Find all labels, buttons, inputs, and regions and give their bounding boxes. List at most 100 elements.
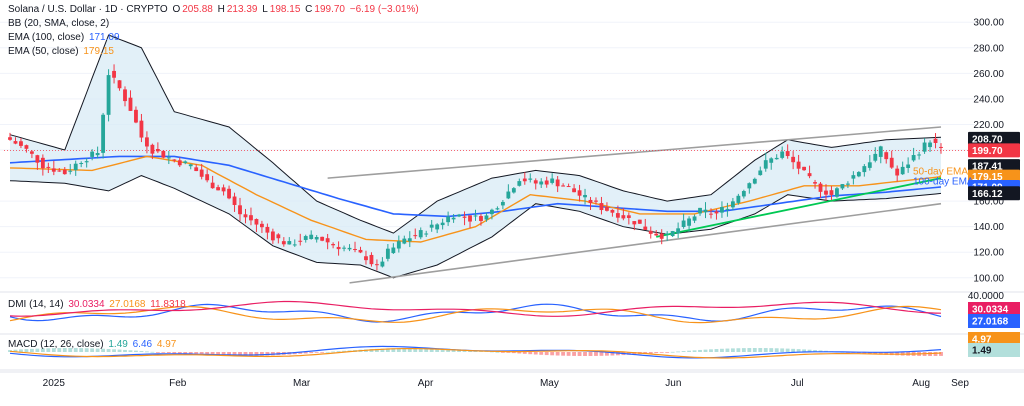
symbol-title[interactable]: Solana / U.S. Dollar · 1D · CRYPTO <box>8 4 168 15</box>
candlesticks <box>8 64 943 271</box>
low-value: 198.15 <box>269 4 301 15</box>
candle-body <box>375 264 379 266</box>
macd-hist-bar <box>194 352 199 355</box>
ema50-line <box>9 155 942 243</box>
candle-body <box>517 181 522 186</box>
macd-hist-bar <box>528 352 533 355</box>
candle-body <box>260 223 264 228</box>
time-tick-label: Jul <box>791 378 804 389</box>
bb-upper-line <box>9 34 942 234</box>
bb-legend[interactable]: BB (20, SMA, close, 2) <box>8 18 111 30</box>
macd-hist-bar <box>254 352 259 356</box>
dmi-label: DMI (14, 14) <box>8 299 64 310</box>
ema50-value: 179.15 <box>83 46 114 57</box>
candle-body <box>298 240 303 242</box>
macd-hist-bar <box>134 350 138 352</box>
candle-body <box>188 164 193 167</box>
ema100-legend[interactable]: EMA (100, close) 171.09 <box>8 32 122 44</box>
dmi-legend[interactable]: DMI (14, 14) 30.0334 27.0168 11.8318 <box>8 299 188 311</box>
candle-body <box>906 164 911 168</box>
time-tick-label: May <box>540 378 559 389</box>
dmi-minus-value: 27.0168 <box>109 299 146 310</box>
candle-body <box>615 213 620 218</box>
candle-body <box>468 215 472 222</box>
macd-hist-bar <box>544 352 549 356</box>
candle-body <box>845 183 850 185</box>
open-value: 205.88 <box>182 4 213 15</box>
macd-hist-bar <box>566 352 571 356</box>
macd-hist-bar <box>402 348 407 352</box>
macd-signal-value: 4.97 <box>156 339 177 350</box>
close-label: C <box>305 4 313 15</box>
candle-body <box>479 216 483 221</box>
sub-tag-box <box>968 332 1020 346</box>
candle-body <box>933 138 938 143</box>
macd-hist-bar <box>177 352 182 354</box>
macd-hist-bar <box>933 352 938 356</box>
macd-hist-bar <box>703 349 708 352</box>
macd-hist-bar <box>807 349 812 352</box>
macd-hist-bar <box>128 350 133 352</box>
candle-body <box>210 182 215 189</box>
candle-body <box>144 137 149 147</box>
candle-body <box>676 228 681 234</box>
candle-body <box>796 161 801 169</box>
candle-body <box>232 196 237 205</box>
candle-body <box>813 182 817 184</box>
macd-hist-bar <box>221 352 226 356</box>
candle-body <box>35 155 40 163</box>
candle-body <box>889 157 894 168</box>
time-tick-label: Feb <box>169 378 187 389</box>
macd-hist-bar <box>57 348 62 352</box>
macd-hist-bar <box>813 350 817 352</box>
candle-body <box>583 194 587 198</box>
candle-body <box>922 142 927 152</box>
candle-body <box>588 199 593 204</box>
macd-hist-bar <box>303 352 308 354</box>
candle-body <box>621 215 626 219</box>
candle-body <box>758 170 763 176</box>
candle-body <box>709 213 713 215</box>
macd-hist-bar <box>867 352 872 354</box>
macd-hist-bar <box>889 352 894 356</box>
macd-hist-bar <box>561 352 566 356</box>
candle-body <box>205 174 210 181</box>
candle-body <box>539 181 544 185</box>
macd-hist-bar <box>210 352 215 356</box>
price-tag-box <box>968 143 1020 158</box>
macd-hist-bar <box>687 350 691 352</box>
candle-body <box>13 141 18 144</box>
macd-hist-bar <box>791 348 796 352</box>
candle-body <box>139 120 144 138</box>
candle-body <box>90 151 95 157</box>
candle-body <box>654 233 659 236</box>
price-tags: 208.70199.70187.41179.15171.09166.1230.0… <box>968 131 1020 357</box>
macd-hist-bar <box>511 352 516 354</box>
candle-body <box>720 207 724 213</box>
candle-body <box>265 226 270 233</box>
sub-tag-box <box>968 314 1020 328</box>
candle-body <box>155 148 160 152</box>
sub-tag-label: 1.49 <box>972 346 992 357</box>
candle-body <box>555 179 560 187</box>
time-axis[interactable]: 2025 Feb Mar Apr May Jun Jul Aug Sep <box>0 371 1024 389</box>
ema50-legend[interactable]: EMA (50, close) 179.15 <box>8 46 116 58</box>
candle-body <box>402 238 407 244</box>
candle-body <box>243 214 248 218</box>
candle-body <box>221 187 226 192</box>
macd-legend[interactable]: MACD (12, 26, close) 1.49 6.46 4.97 <box>8 339 178 351</box>
candle-body <box>281 241 286 245</box>
candle-body <box>364 256 368 261</box>
candle-body <box>353 249 357 251</box>
time-tick-label: Apr <box>418 378 434 389</box>
macd-hist-bar <box>95 348 100 352</box>
ema50-label: EMA (50, close) <box>8 46 79 57</box>
macd-hist-bar <box>90 348 95 352</box>
candle-body <box>747 183 752 189</box>
macd-hist-bar <box>736 348 741 352</box>
macd-hist-bar <box>741 348 746 352</box>
candle-body <box>446 216 451 223</box>
candle-body <box>194 167 199 172</box>
macd-hist-bar <box>730 348 735 352</box>
